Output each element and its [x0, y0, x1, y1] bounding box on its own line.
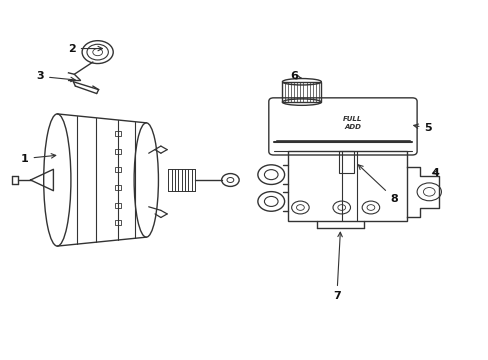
Text: 5: 5: [413, 123, 431, 133]
Bar: [115, 131, 121, 136]
Text: 8: 8: [358, 165, 397, 203]
Text: FULL: FULL: [342, 116, 362, 122]
Bar: [115, 185, 121, 190]
Bar: [339, 152, 353, 173]
Bar: [115, 149, 121, 154]
Bar: [115, 167, 121, 172]
Bar: [282, 82, 321, 102]
Bar: [287, 152, 407, 221]
Text: ADD: ADD: [344, 124, 360, 130]
Text: 7: 7: [332, 232, 342, 301]
Text: 2: 2: [68, 44, 102, 54]
Bar: [115, 220, 121, 225]
Text: 1: 1: [21, 154, 56, 163]
Text: 3: 3: [37, 71, 75, 82]
Text: 4: 4: [430, 168, 438, 178]
Text: 6: 6: [289, 71, 301, 81]
Bar: [115, 203, 121, 207]
